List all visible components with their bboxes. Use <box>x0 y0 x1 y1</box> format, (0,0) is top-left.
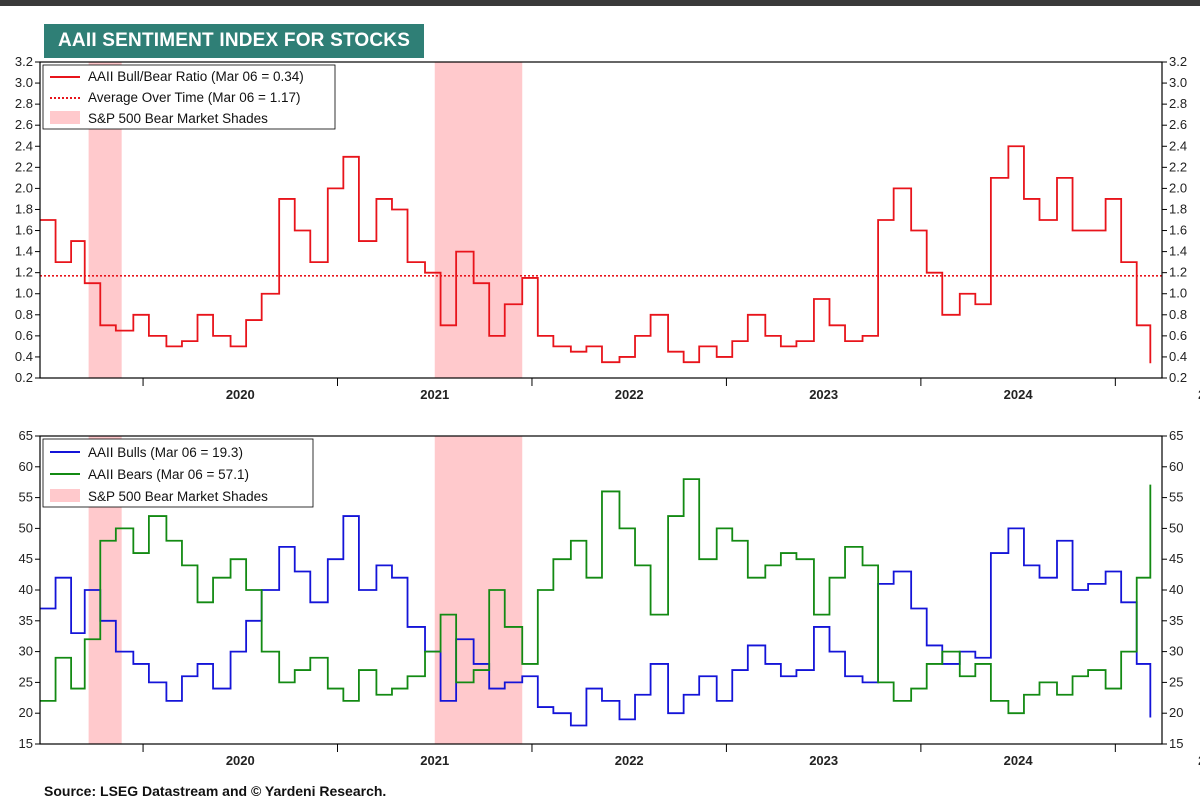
ratio-right-tick-label: 2.8 <box>1169 96 1187 111</box>
source-note: Source: LSEG Datastream and © Yardeni Re… <box>44 783 387 799</box>
shade-legend-swatch-2 <box>50 489 80 502</box>
ratio-right-tick-label: 2.0 <box>1169 180 1187 195</box>
ratio-left-tick-label: 2.0 <box>15 180 33 195</box>
ratio-left-y-axis: 0.2 0.4 0.6 0.8 1.0 1.2 1.4 1.6 1.8 2.0 2.2 2.4 2.6 2… <box>15 54 40 385</box>
shade-legend-label-2: S&P 500 Bear Market Shades <box>88 489 268 504</box>
shade-legend-label: S&P 500 Bear Market Shades <box>88 111 268 126</box>
bulls-bears-series-0 <box>40 515 1152 727</box>
bulls-bears-left-tick-label: 40 <box>19 582 33 597</box>
bulls-bears-x-tick-label: 2022 <box>615 753 644 768</box>
ratio-right-tick-label: 2.6 <box>1169 117 1187 132</box>
ratio-right-tick-label: 0.2 <box>1169 370 1187 385</box>
ratio-bear-shade-1 <box>434 62 523 378</box>
ratio-right-tick-label: 3.2 <box>1169 54 1187 69</box>
bulls-bears-left-y-axis: 15 20 25 30 35 40 45 50 55 60 65 <box>19 428 40 751</box>
bears-legend-label: AAII Bears (Mar 06 = 57.1) <box>88 467 249 482</box>
bulls-bears-series-1 <box>40 478 1152 715</box>
ratio-left-tick-label: 0.4 <box>15 349 33 364</box>
ratio-x-tick-label: 2020 <box>226 387 255 402</box>
ratio-legend-box <box>42 64 336 130</box>
ratio-chart: 0.2 0.4 0.6 0.8 1.0 1.2 1.4 1.6 1.8 2.0 2.2 2.4 2.6 2… <box>15 54 1200 402</box>
ratio-left-tick-label: 1.4 <box>15 244 33 259</box>
ratio-right-tick-label: 1.8 <box>1169 201 1187 216</box>
ratio-right-y-axis: 0.2 0.4 0.6 0.8 1.0 1.2 1.4 1.6 1.8 2.0 2.2 2.4 2.6 2… <box>1162 54 1187 385</box>
ratio-left-tick-label: 2.4 <box>15 138 33 153</box>
ratio-right-tick-label: 0.6 <box>1169 328 1187 343</box>
bulls-bears-left-tick-label: 65 <box>19 428 33 443</box>
ratio-series-0 <box>40 145 1152 364</box>
ratio-right-tick-label: 3.0 <box>1169 75 1187 90</box>
ratio-right-tick-label: 0.8 <box>1169 307 1187 322</box>
bulls-bears-right-tick-label: 30 <box>1169 644 1183 659</box>
ratio-right-tick-label: 1.4 <box>1169 244 1187 259</box>
bulls-bears-left-tick-label: 60 <box>19 459 33 474</box>
ratio-right-tick-label: 2.2 <box>1169 159 1187 174</box>
shade-legend-swatch <box>50 111 80 124</box>
bulls-bears-right-tick-label: 15 <box>1169 736 1183 751</box>
ratio-right-tick-label: 2.4 <box>1169 138 1187 153</box>
ratio-left-tick-label: 1.2 <box>15 265 33 280</box>
bulls-bears-legend: AAII Bulls (Mar 06 = 19.3) AAII Bears (M… <box>42 438 314 508</box>
bulls-bears-left-tick-label: 55 <box>19 490 33 505</box>
bulls-bears-legend-box <box>42 438 314 508</box>
bulls-bears-right-tick-label: 60 <box>1169 459 1183 474</box>
bulls-bears-right-tick-label: 65 <box>1169 428 1183 443</box>
bulls-bears-right-tick-label: 25 <box>1169 674 1183 689</box>
ratio-x-tick-label: 2021 <box>420 387 449 402</box>
bulls-bears-x-tick-label: 2020 <box>226 753 255 768</box>
ratio-chart-lines <box>40 145 1162 364</box>
bulls-bears-left-tick-label: 50 <box>19 520 33 535</box>
ratio-x-tick-label: 2024 <box>1004 387 1034 402</box>
bulls-bears-left-tick-label: 45 <box>19 551 33 566</box>
bulls-legend-label: AAII Bulls (Mar 06 = 19.3) <box>88 445 243 460</box>
ratio-legend-label: AAII Bull/Bear Ratio (Mar 06 = 0.34) <box>88 69 304 84</box>
ratio-left-tick-label: 2.8 <box>15 96 33 111</box>
ratio-left-tick-label: 0.6 <box>15 328 33 343</box>
bulls-bears-right-tick-label: 55 <box>1169 490 1183 505</box>
bulls-bears-left-tick-label: 15 <box>19 736 33 751</box>
bulls-bears-right-tick-label: 45 <box>1169 551 1183 566</box>
bulls-bears-left-tick-label: 30 <box>19 644 33 659</box>
bulls-bears-right-y-axis: 15 20 25 30 35 40 45 50 55 60 65 <box>1162 428 1183 751</box>
ratio-right-tick-label: 1.0 <box>1169 286 1187 301</box>
bulls-bears-bear-shade-1 <box>434 436 523 744</box>
ratio-left-tick-label: 1.8 <box>15 201 33 216</box>
ratio-legend: AAII Bull/Bear Ratio (Mar 06 = 0.34) Ave… <box>42 64 336 130</box>
bulls-bears-left-tick-label: 35 <box>19 613 33 628</box>
bulls-bears-x-tick-label: 2023 <box>809 753 838 768</box>
average-legend-label: Average Over Time (Mar 06 = 1.17) <box>88 90 300 105</box>
bulls-bears-lines <box>40 478 1152 727</box>
bulls-bears-x-tick-label: 2021 <box>420 753 449 768</box>
bulls-bears-right-tick-label: 50 <box>1169 520 1183 535</box>
bulls-bears-right-tick-label: 20 <box>1169 705 1183 720</box>
ratio-left-tick-label: 0.8 <box>15 307 33 322</box>
ratio-right-tick-label: 0.4 <box>1169 349 1187 364</box>
ratio-x-tick-label: 2022 <box>615 387 644 402</box>
ratio-left-tick-label: 1.6 <box>15 223 33 238</box>
ratio-chart-frame <box>39 61 1163 379</box>
ratio-left-tick-label: 2.6 <box>15 117 33 132</box>
ratio-right-tick-label: 1.6 <box>1169 223 1187 238</box>
ratio-left-tick-label: 2.2 <box>15 159 33 174</box>
chart-title-banner: AAII SENTIMENT INDEX FOR STOCKS <box>44 24 425 58</box>
ratio-left-tick-label: 0.2 <box>15 370 33 385</box>
ratio-left-tick-label: 3.2 <box>15 54 33 69</box>
bulls-bears-right-tick-label: 40 <box>1169 582 1183 597</box>
top-edge-bar <box>0 0 1200 6</box>
bulls-bears-left-tick-label: 25 <box>19 674 33 689</box>
bulls-bears-left-tick-label: 20 <box>19 705 33 720</box>
bulls-bears-x-tick-label: 2024 <box>1004 753 1034 768</box>
ratio-left-tick-label: 3.0 <box>15 75 33 90</box>
ratio-left-tick-label: 1.0 <box>15 286 33 301</box>
ratio-x-tick-label: 2023 <box>809 387 838 402</box>
bulls-bears-right-tick-label: 35 <box>1169 613 1183 628</box>
ratio-right-tick-label: 1.2 <box>1169 265 1187 280</box>
